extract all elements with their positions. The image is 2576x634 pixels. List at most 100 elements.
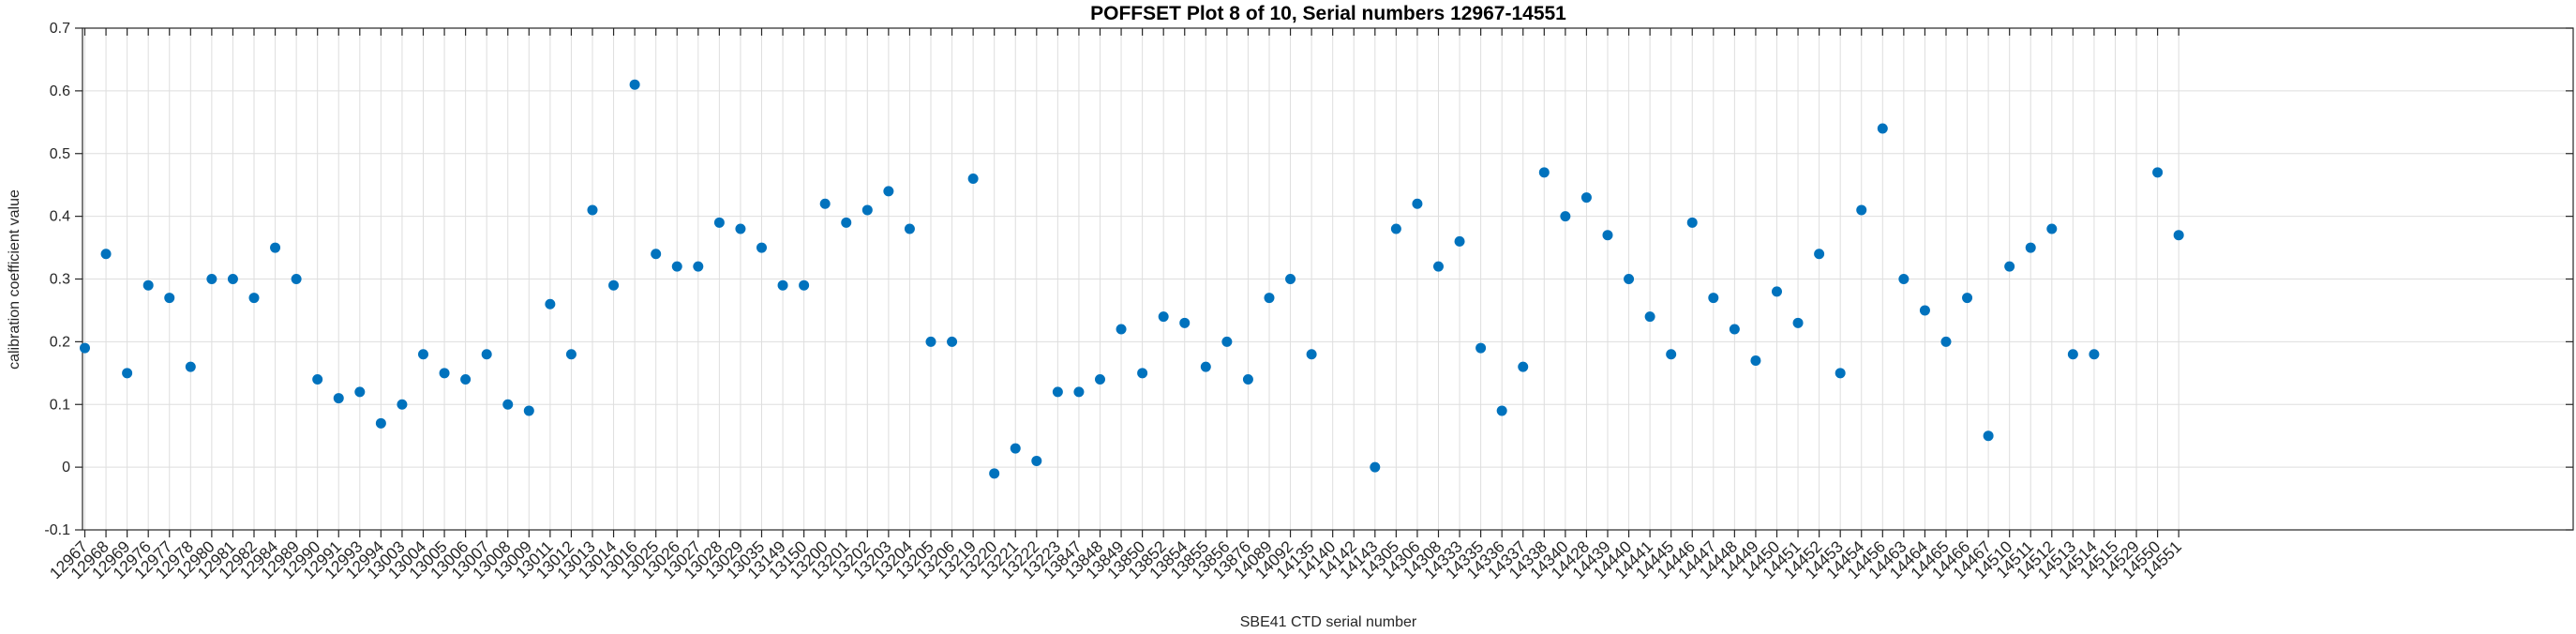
data-point [227, 274, 238, 284]
data-point [1814, 249, 1825, 260]
data-point [1116, 324, 1127, 335]
data-point [2046, 223, 2058, 234]
data-point [777, 279, 788, 291]
grid-layer [82, 27, 2573, 531]
data-point [735, 223, 746, 234]
data-point [1221, 336, 1233, 347]
data-point [1179, 317, 1191, 328]
data-point [1877, 123, 1888, 134]
data-point [2025, 242, 2036, 253]
data-point [1856, 204, 1867, 216]
data-point [460, 374, 472, 385]
data-point [1010, 443, 1021, 454]
data-point [756, 242, 767, 253]
data-point [1919, 305, 1930, 316]
data-point [1475, 342, 1487, 354]
data-point [1432, 261, 1444, 272]
y-tick-label: 0.3 [50, 272, 70, 288]
data-point [1835, 368, 1846, 379]
data-point [693, 261, 704, 272]
data-point [1602, 230, 1613, 241]
data-point [1644, 311, 1655, 323]
data-point [1158, 311, 1169, 323]
data-point [206, 274, 217, 284]
y-axis-label: calibration coefficient value [7, 189, 22, 370]
y-tick-label: 0 [62, 460, 70, 476]
data-point [142, 279, 154, 291]
data-point [819, 198, 831, 209]
data-point [1454, 235, 1465, 247]
data-point [1412, 198, 1423, 209]
data-point [523, 405, 534, 416]
data-point [841, 217, 852, 228]
data-point [1750, 355, 1761, 366]
data-point [1624, 274, 1635, 284]
data-point [2004, 261, 2015, 272]
data-point [587, 204, 598, 216]
y-tick-label: 0.2 [50, 334, 70, 350]
data-point [967, 174, 979, 184]
data-point [925, 336, 936, 347]
data-point [1792, 317, 1804, 328]
data-point [270, 242, 281, 253]
data-point [100, 249, 112, 260]
data-point [1983, 430, 1994, 442]
data-point [608, 279, 620, 291]
data-point [651, 249, 662, 260]
data-point [2173, 230, 2184, 241]
data-point [1940, 336, 1952, 347]
data-point [1771, 286, 1782, 297]
data-point [1898, 274, 1910, 284]
data-point [1496, 405, 1507, 416]
data-point [1518, 361, 1529, 372]
data-point [417, 349, 428, 360]
data-point [799, 279, 810, 291]
data-point [481, 349, 492, 360]
data-point [1560, 211, 1571, 222]
data-point [354, 386, 366, 398]
data-point [1306, 349, 1317, 360]
data-point [1200, 361, 1211, 372]
data-point [989, 468, 1000, 479]
data-point [1686, 217, 1698, 228]
data-point [1031, 455, 1042, 466]
data-point [629, 79, 640, 90]
data-point [1094, 374, 1105, 385]
data-point [397, 399, 408, 410]
data-point [545, 298, 556, 309]
y-tick-label: 0.7 [50, 21, 70, 37]
data-point [2067, 349, 2078, 360]
data-point [565, 349, 577, 360]
data-point [122, 368, 133, 379]
data-point [1242, 374, 1253, 385]
axis-layer: -0.100.10.20.30.40.50.60.712967129681296… [44, 21, 2574, 582]
y-tick-label: 0.5 [50, 146, 70, 162]
data-point [291, 274, 302, 284]
y-tick-label: 0.1 [50, 397, 70, 413]
data-point [502, 399, 514, 410]
data-point [904, 223, 915, 234]
data-point [312, 374, 323, 385]
data-point [80, 342, 90, 354]
data-point [2089, 349, 2100, 360]
data-point [1137, 368, 1148, 379]
data-point [1285, 274, 1296, 284]
data-point [333, 393, 344, 404]
data-point [248, 293, 260, 304]
data-point [713, 217, 725, 228]
y-tick-label: -0.1 [44, 522, 70, 538]
y-tick-label: 0.6 [50, 83, 70, 99]
data-point [1390, 223, 1401, 234]
data-point [2152, 167, 2164, 178]
data-point [1729, 324, 1740, 335]
data-point [375, 417, 386, 429]
data-point [671, 261, 682, 272]
data-point [1580, 192, 1592, 204]
data-point [1666, 349, 1677, 360]
x-axis-label: SBE41 CTD serial number [1240, 614, 1417, 630]
chart-title: POFFSET Plot 8 of 10, Serial numbers 129… [1090, 3, 1566, 24]
data-point [164, 293, 175, 304]
data-point [1538, 167, 1550, 178]
